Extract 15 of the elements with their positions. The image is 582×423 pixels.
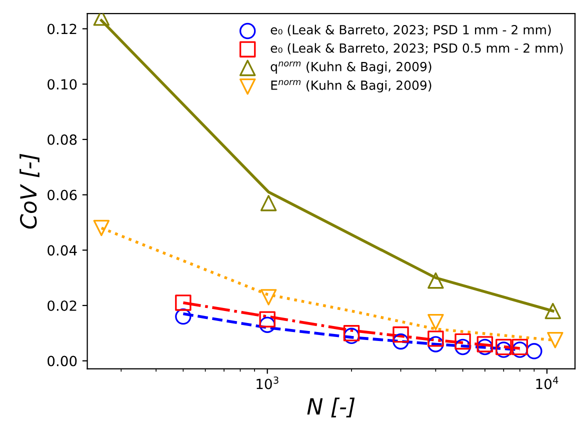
y-tick-label: 0.06 [48,190,77,200]
legend-label: q$^{norm}$ (Kuhn & Bagi, 2009) [270,61,432,74]
x-axis-title: N [-] [307,398,355,418]
y-tick-label: 0.04 [48,245,77,256]
y-tick-label: 0.10 [48,79,77,90]
y-tick-label: 0.12 [48,24,76,34]
legend-label: E$^{norm}$ (Kuhn & Bagi, 2009) [271,80,432,92]
y-tick-label: 0.08 [48,134,77,145]
y-axis-title: CoV [-] [20,154,40,229]
legend-label: e₀ (Leak & Barreto, 2023; PSD 1 mm - 2 mm) [270,24,551,36]
y-tick-label: 0.02 [48,300,76,311]
y-tick-label: 0.00 [48,356,77,366]
x-tick-label: 10$^{4}$ [536,376,558,390]
x-tick-label: 10$^{3}$ [256,376,278,390]
legend-label: e₀ (Leak & Barreto, 2023; PSD 0.5 mm - 2 mm) [270,43,563,54]
